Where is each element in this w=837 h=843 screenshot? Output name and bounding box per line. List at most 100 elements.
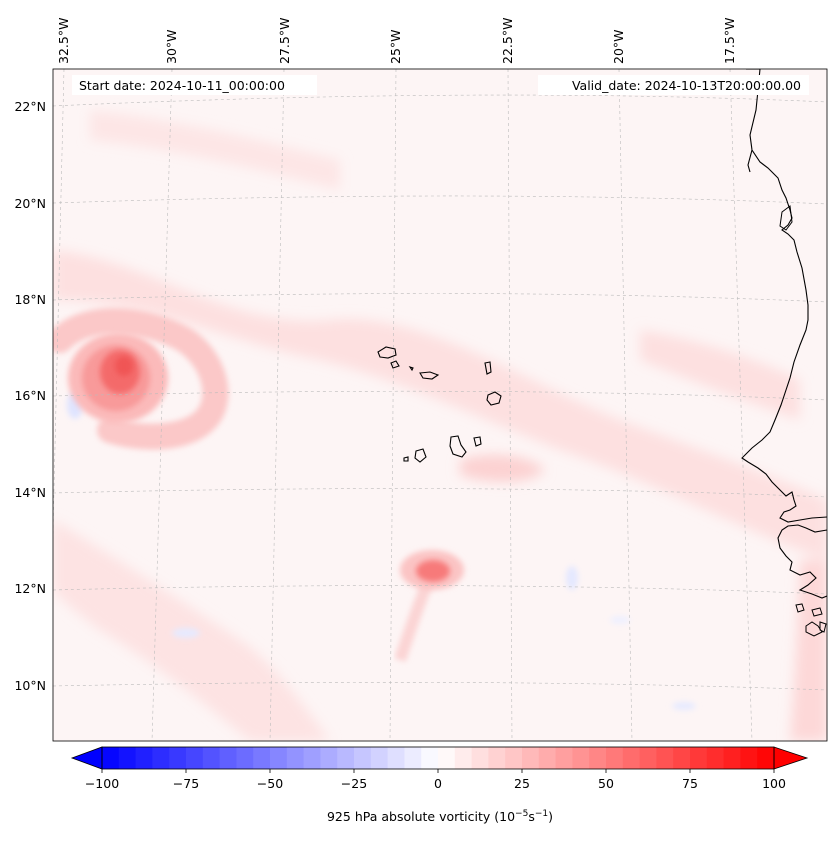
colorbar-block: [505, 747, 523, 769]
colorbar-tick-label: −100: [85, 776, 119, 791]
lon-label-22.5W: 22.5°W: [500, 18, 515, 64]
island-maio: [473, 436, 482, 447]
colorbar-block: [236, 747, 254, 769]
vorticity-band-coastal-south: [790, 560, 827, 741]
colorbar-label: 925 hPa absolute vorticity (10−5s−1): [327, 809, 553, 824]
lon-label-32.5W: 32.5°W: [56, 18, 71, 64]
colorbar-label-suffix: ): [548, 809, 553, 824]
colorbar-block: [740, 747, 758, 769]
island-sal: [484, 361, 492, 375]
latitude-gridline-16N: [53, 390, 827, 401]
colorbar-block: [404, 747, 422, 769]
colorbar-label-unit: s: [528, 809, 535, 824]
vortex-spiral-arm: [53, 308, 229, 450]
lat-label-18N: 18°N: [14, 292, 46, 307]
vorticity-band-coast: [640, 330, 800, 420]
lat-label-22N: 22°N: [14, 99, 46, 114]
colorbar-block: [438, 747, 456, 769]
colorbar-block: [639, 747, 657, 769]
valid-date-label: Valid_date: 2024-10-13T20:00:00.00: [572, 78, 801, 93]
lat-label-10N: 10°N: [14, 678, 46, 693]
negative-patch: [566, 566, 578, 590]
colorbar-ticks: −100 −75 −50 −25 0 25 50 75 100: [85, 769, 786, 791]
colorbar-block: [387, 747, 405, 769]
vortex-south-core: [416, 560, 450, 582]
colorbar-block: [522, 747, 540, 769]
colorbar-block: [690, 747, 708, 769]
coastline-cape-blanc: [747, 149, 753, 173]
island-fogo: [414, 448, 427, 463]
colorbar-tick-label: −75: [173, 776, 199, 791]
lon-label-30W: 30°W: [164, 29, 179, 64]
island-sao-nicolau: [419, 371, 440, 380]
lat-label-14N: 14°N: [14, 485, 46, 500]
colorbar-block: [303, 747, 321, 769]
latitude-gridline-12N: [53, 585, 827, 595]
latitude-gridline-14N: [53, 488, 827, 498]
colorbar-block: [606, 747, 624, 769]
longitude-gridline-30W: [151, 69, 173, 741]
longitude-gridline-25W: [389, 69, 397, 741]
colorbar-block: [135, 747, 153, 769]
colorbar-block: [253, 747, 271, 769]
coastline-islands-south: [795, 603, 827, 637]
colorbar-tick-label: 50: [598, 776, 614, 791]
colorbar-block: [454, 747, 473, 769]
negative-patch: [610, 616, 630, 624]
colorbar-block: [102, 747, 120, 769]
valid-date-box: [538, 75, 809, 95]
vortex-peak: [115, 356, 133, 376]
colorbar-block: [706, 747, 725, 769]
colorbar-block: [270, 747, 288, 769]
colorbar-block: [471, 747, 489, 769]
colorbar-block: [723, 747, 741, 769]
longitude-gridline-27.5W: [269, 69, 285, 741]
start-date-box: [72, 75, 317, 95]
colorbar-block: [421, 747, 439, 769]
colorbar-block: [622, 747, 641, 769]
lon-label-27.5W: 27.5°W: [277, 18, 292, 64]
africa-coastline-south: [777, 524, 827, 599]
colorbar-block: [186, 747, 204, 769]
latitude-gridline-22N: [53, 94, 827, 107]
colorbar-tick-label: −50: [257, 776, 283, 791]
coastline-banc-arguin: [779, 205, 793, 231]
cape-verde-islands: [377, 346, 502, 463]
lon-label-17.5W: 17.5°W: [722, 18, 737, 64]
island-santiago: [449, 435, 467, 458]
colorbar-block: [202, 747, 221, 769]
longitude-gridline-22.5W: [507, 69, 513, 741]
graticule: [53, 69, 827, 741]
colorbar-label-exponent: −5: [515, 809, 528, 819]
longitude-labels: 32.5°W 30°W 27.5°W 25°W 22.5°W 20°W 17.5…: [56, 18, 737, 64]
latitude-gridline-18N: [53, 293, 827, 303]
colorbar-block: [673, 747, 691, 769]
lat-label-12N: 12°N: [14, 581, 46, 596]
negative-patch: [172, 628, 200, 638]
colorbar-block: [538, 747, 557, 769]
colorbar-block: [757, 747, 775, 769]
latitude-gridline-10N: [53, 682, 827, 691]
colorbar-tick-label: 0: [434, 776, 442, 791]
colorbar-block: [488, 747, 506, 769]
colorbar-tick-label: −25: [341, 776, 367, 791]
colorbar-label-prefix: 925 hPa absolute vorticity (10: [327, 809, 515, 824]
colorbar-tick-label: 100: [762, 776, 786, 791]
colorbar-block: [219, 747, 237, 769]
vortex-south: [394, 550, 464, 662]
latitude-gridline-20N: [53, 195, 827, 205]
negative-vorticity-patches: [67, 391, 696, 710]
island-sao-vicente: [390, 360, 400, 369]
vortex-west: [53, 308, 229, 450]
lat-label-20N: 20°N: [14, 196, 46, 211]
africa-coastline: [741, 69, 827, 523]
island-boa-vista: [486, 391, 502, 406]
colorbar-block: [118, 747, 137, 769]
map-plot-area: Start date: 2024-10-11_00:00:00 Valid_da…: [53, 69, 827, 741]
colorbar-block: [337, 747, 355, 769]
colorbar-block: [169, 747, 187, 769]
colorbar-block: [555, 747, 573, 769]
vorticity-patch-central: [460, 454, 545, 482]
negative-patch: [672, 702, 696, 710]
